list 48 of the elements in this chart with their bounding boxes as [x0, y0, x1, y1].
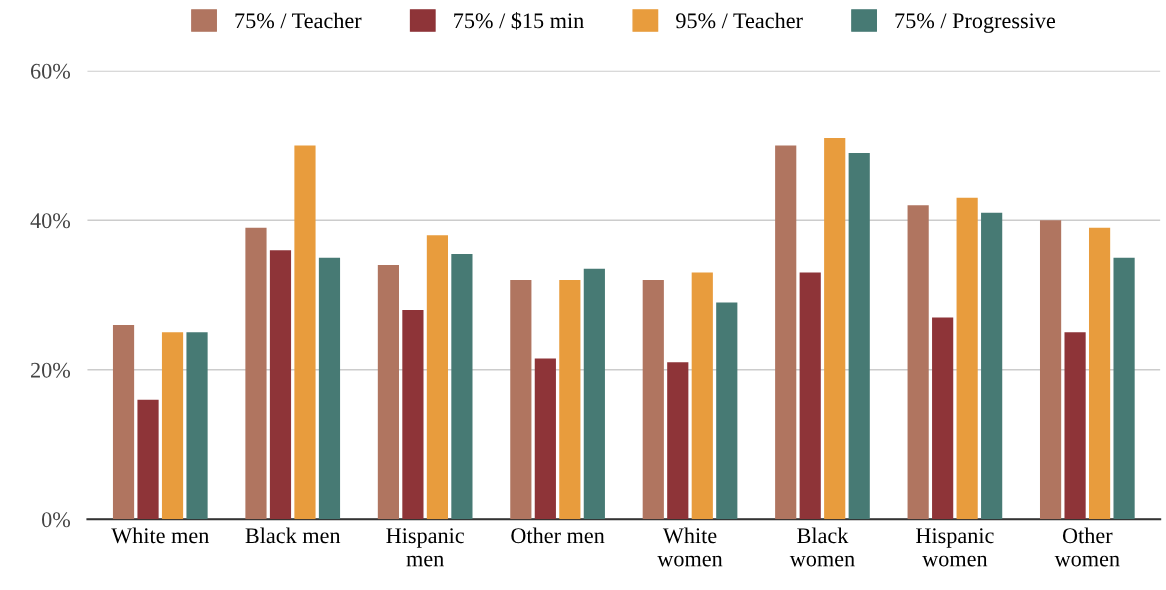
bar — [667, 362, 689, 520]
bar — [402, 309, 424, 520]
bar — [716, 302, 738, 520]
bar — [318, 257, 341, 520]
bar — [451, 253, 473, 520]
bar — [1088, 227, 1111, 520]
bar — [775, 145, 797, 520]
legend-label: 75% / $15 min — [454, 11, 584, 30]
legend-label: 95% / Teacher — [676, 12, 803, 29]
bar — [112, 324, 135, 520]
bar — [848, 153, 870, 520]
y-tick-label: 0% — [42, 512, 71, 528]
bar — [534, 358, 556, 520]
bar — [1039, 220, 1062, 520]
bar — [161, 332, 184, 520]
bar — [907, 205, 929, 520]
y-tick-label: 60% — [31, 63, 71, 79]
bar — [510, 280, 532, 520]
y-tick-label: 20% — [31, 362, 71, 378]
x-tick-label: Other women — [1054, 527, 1120, 567]
bar — [824, 138, 846, 520]
bar — [932, 317, 954, 520]
x-tick-label: White men — [111, 527, 210, 544]
bar — [186, 332, 208, 520]
bar — [137, 399, 159, 520]
bar — [1113, 257, 1135, 520]
bar — [245, 227, 267, 520]
bar — [269, 250, 292, 520]
x-tick-label: Other men — [511, 527, 605, 544]
x-tick-label: Hispanic men — [386, 528, 464, 567]
legend-label: 75% / Progressive — [895, 13, 1056, 33]
bar — [583, 268, 605, 520]
bar — [956, 197, 978, 520]
bar — [642, 280, 664, 520]
bar — [981, 212, 1003, 520]
bar — [377, 265, 399, 520]
bar — [426, 235, 448, 520]
legend-label: 75% / Teacher — [235, 12, 362, 29]
x-tick-label: Black men — [245, 527, 341, 544]
bar — [559, 280, 581, 520]
x-tick-label: White women — [657, 527, 723, 567]
bar — [799, 272, 821, 520]
bar — [1064, 332, 1086, 520]
y-tick-label: 40% — [30, 213, 71, 229]
x-tick-label: Black women — [789, 527, 855, 567]
bar — [691, 272, 713, 520]
x-tick-label: Hispanic women — [916, 528, 994, 567]
bar — [294, 145, 316, 520]
